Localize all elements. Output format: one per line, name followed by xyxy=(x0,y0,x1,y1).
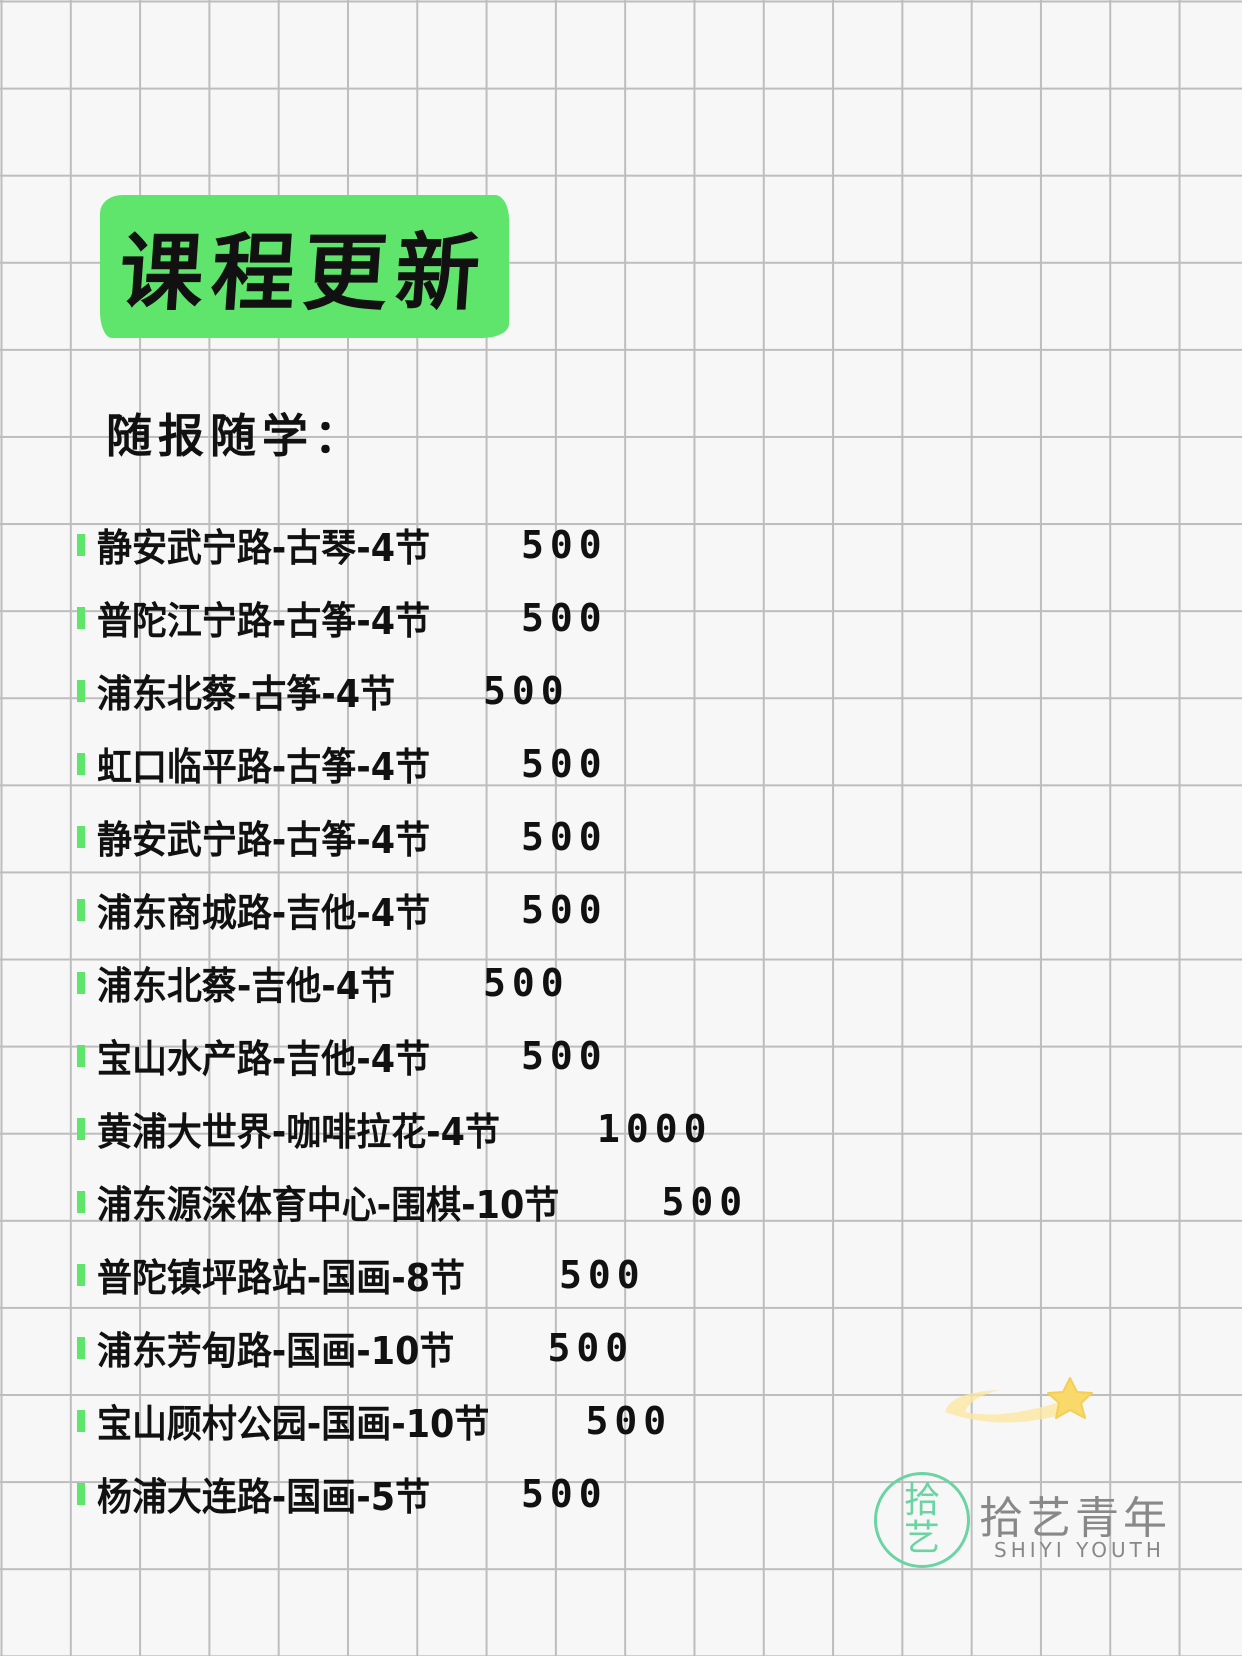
bullet-marker xyxy=(77,606,85,629)
course-item: 静安武宁路-古琴-4节 500 xyxy=(77,508,748,581)
course-price: 500 xyxy=(482,960,570,1005)
course-price: 500 xyxy=(520,522,608,567)
course-name: 黄浦大世界-咖啡拉花-4节 xyxy=(97,1110,500,1154)
bullet-marker xyxy=(77,1482,85,1505)
course-price: 500 xyxy=(558,1252,646,1297)
course-item: 普陀镇坪路站-国画-8节 500 xyxy=(77,1238,748,1311)
title-banner: 课程更新 xyxy=(100,195,509,338)
logo-mark-bottom: 艺 xyxy=(903,1518,940,1559)
course-item: 浦东北蔡-古筝-4节 500 xyxy=(77,654,748,727)
course-name: 浦东北蔡-吉他-4节 xyxy=(97,964,396,1008)
course-name: 宝山水产路-吉他-4节 xyxy=(97,1037,431,1081)
logo-mark: 拾 艺 xyxy=(874,1472,970,1568)
course-item: 浦东芳甸路-国画-10节 500 xyxy=(77,1311,748,1384)
bullet-marker xyxy=(77,533,85,556)
bullet-marker xyxy=(77,825,85,848)
course-price: 500 xyxy=(482,668,570,713)
course-item: 浦东商城路-吉他-4节 500 xyxy=(77,873,748,946)
course-item: 黄浦大世界-咖啡拉花-4节 1000 xyxy=(77,1092,748,1165)
bullet-marker xyxy=(77,1409,85,1432)
course-price: 500 xyxy=(520,1471,608,1516)
logo-name: 拾艺青年 xyxy=(979,1493,1171,1544)
shooting-star-icon xyxy=(945,1377,1093,1423)
course-price: 1000 xyxy=(597,1106,713,1151)
subtitle: 随报随学： xyxy=(106,409,366,463)
course-price: 500 xyxy=(520,1033,608,1078)
course-name: 浦东北蔡-古筝-4节 xyxy=(97,672,396,716)
course-name: 静安武宁路-古琴-4节 xyxy=(97,526,431,570)
course-name: 虹口临平路-古筝-4节 xyxy=(97,745,431,789)
course-item: 宝山水产路-吉他-4节 500 xyxy=(77,1019,748,1092)
bullet-marker xyxy=(77,679,85,702)
course-item: 虹口临平路-古筝-4节 500 xyxy=(77,727,748,800)
course-name: 浦东商城路-吉他-4节 xyxy=(97,891,431,935)
course-item: 浦东源深体育中心-围棋-10节 500 xyxy=(77,1165,748,1238)
course-item: 静安武宁路-古筝-4节 500 xyxy=(77,800,748,873)
bullet-marker xyxy=(77,1117,85,1140)
course-price: 500 xyxy=(661,1179,749,1224)
course-price: 500 xyxy=(520,814,608,859)
logo-english: SHIYI YOUTH xyxy=(994,1538,1165,1562)
bullet-marker xyxy=(77,1044,85,1067)
course-name: 宝山顾村公园-国画-10节 xyxy=(97,1402,490,1446)
course-item: 普陀江宁路-古筝-4节 500 xyxy=(77,581,748,654)
course-name: 杨浦大连路-国画-5节 xyxy=(97,1475,431,1519)
bullet-marker xyxy=(77,1190,85,1213)
course-item: 宝山顾村公园-国画-10节 500 xyxy=(77,1384,748,1457)
bullet-marker xyxy=(77,1336,85,1359)
course-name: 浦东芳甸路-国画-10节 xyxy=(97,1329,455,1373)
course-price: 500 xyxy=(520,741,608,786)
course-name: 浦东源深体育中心-围棋-10节 xyxy=(97,1183,560,1227)
bullet-marker xyxy=(77,752,85,775)
bullet-marker xyxy=(77,1263,85,1286)
course-price: 500 xyxy=(547,1325,635,1370)
logo-mark-top: 拾 xyxy=(903,1480,940,1521)
page-title: 课程更新 xyxy=(116,224,492,322)
course-item: 杨浦大连路-国画-5节 500 xyxy=(77,1457,748,1530)
course-name: 普陀镇坪路站-国画-8节 xyxy=(97,1256,465,1300)
course-name: 静安武宁路-古筝-4节 xyxy=(97,818,431,862)
bullet-marker xyxy=(77,971,85,994)
bullet-marker xyxy=(77,898,85,921)
course-item: 浦东北蔡-吉他-4节 500 xyxy=(77,946,748,1019)
course-price: 500 xyxy=(520,887,608,932)
course-list: 静安武宁路-古琴-4节 500 普陀江宁路-古筝-4节 500 浦东北蔡-古筝-4节 50… xyxy=(77,508,748,1530)
course-price: 500 xyxy=(585,1398,673,1443)
course-name: 普陀江宁路-古筝-4节 xyxy=(97,599,431,643)
course-price: 500 xyxy=(520,595,608,640)
